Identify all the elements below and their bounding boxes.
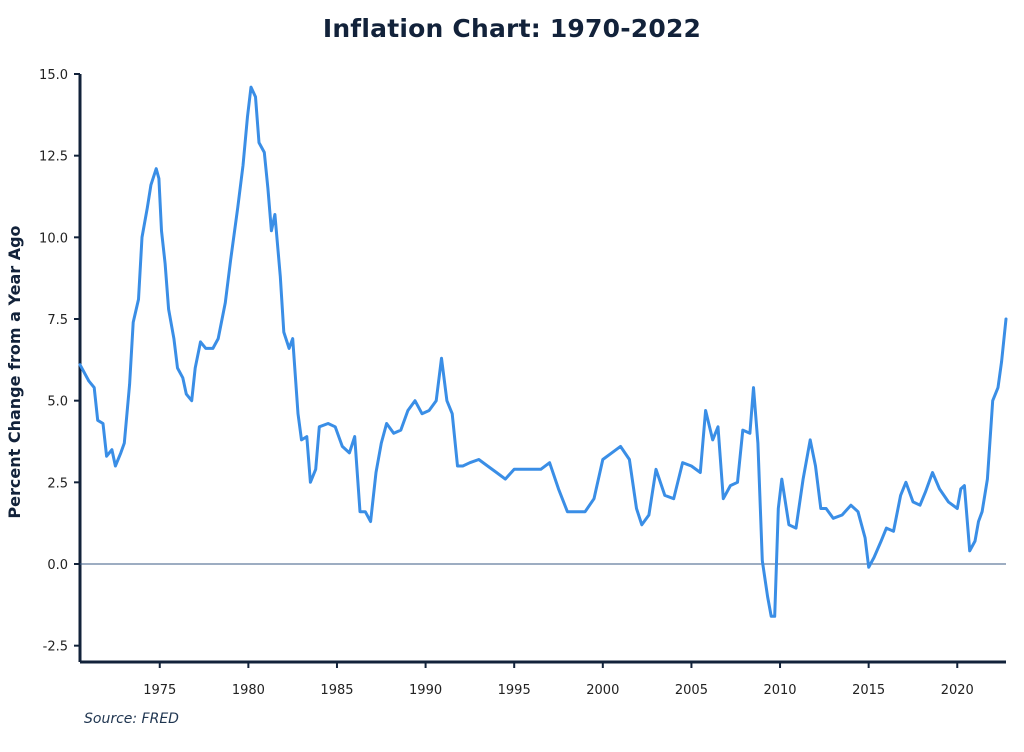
y-tick-label: 7.5 (47, 313, 68, 328)
x-tick-label: 1995 (498, 683, 531, 698)
x-tick-label: 1980 (232, 683, 265, 698)
x-tick-label: 2010 (763, 683, 796, 698)
series-line (78, 85, 1008, 618)
y-tick-label: 10.0 (39, 231, 68, 246)
x-axis: 1975 1980 1985 1990 1995 2000 2005 2010 2015 2020 (80, 660, 1006, 698)
x-tick-label: 1975 (143, 683, 176, 698)
x-tick-label: 1985 (320, 683, 353, 698)
x-tick-label: 2000 (586, 683, 619, 698)
y-tick-label: -2.5 (43, 640, 68, 655)
y-tick-label: 12.5 (39, 150, 68, 165)
y-tick-label: 2.5 (47, 476, 68, 491)
x-tick-label: 2015 (852, 683, 885, 698)
y-axis-label: Percent Change from a Year Ago (5, 225, 24, 518)
y-axis: -2.5 0.0 2.5 5.0 7.5 10.0 12.5 15.0 (39, 68, 82, 662)
source-note: Source: FRED (84, 711, 179, 727)
x-tick-label: 1990 (409, 683, 442, 698)
chart-title: Inflation Chart: 1970-2022 (322, 14, 702, 43)
y-tick-label: 5.0 (47, 395, 68, 410)
x-tick-label: 2005 (675, 683, 708, 698)
y-tick-label: 15.0 (39, 68, 68, 83)
y-tick-label: 0.0 (47, 558, 68, 573)
inflation-series (78, 85, 1008, 618)
x-tick-label: 2020 (941, 683, 974, 698)
